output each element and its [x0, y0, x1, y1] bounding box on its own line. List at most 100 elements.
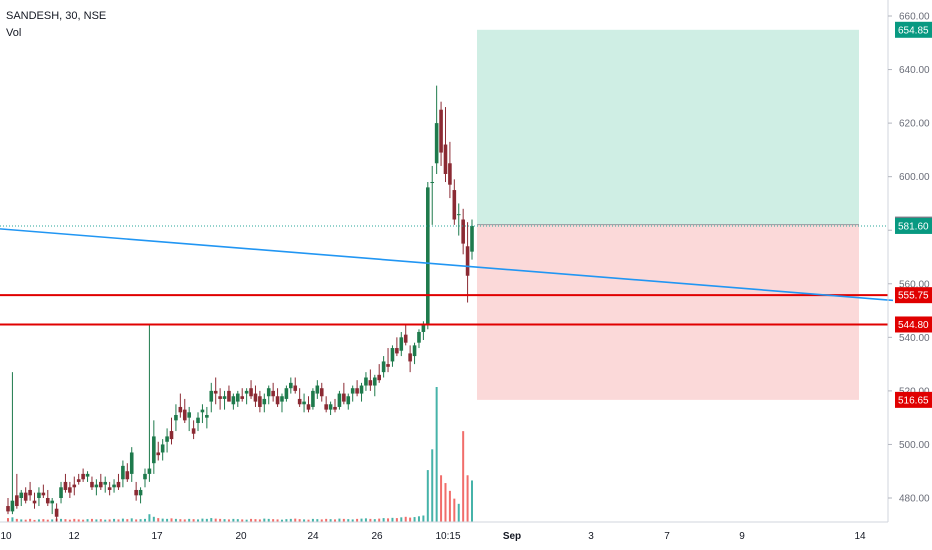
candle-body [156, 452, 161, 456]
volume-bar [409, 517, 412, 522]
volume-bar [232, 518, 235, 522]
price-badge [895, 217, 932, 234]
volume-legend[interactable]: Vol [6, 27, 22, 39]
candle-body [99, 481, 103, 488]
candle-body [275, 396, 280, 405]
volume-bar [68, 519, 71, 522]
candle-body [178, 406, 183, 413]
candle-body [359, 385, 364, 394]
candle-body [143, 473, 147, 480]
candle-body [23, 492, 28, 501]
candle-body [368, 380, 373, 386]
volume-bar [29, 518, 32, 522]
volume-bar [179, 519, 182, 522]
volume-bar [431, 449, 434, 522]
volume-bar [108, 519, 111, 522]
volume-bar [303, 519, 306, 522]
time-tick-label: 3 [588, 531, 594, 542]
candle-body [187, 412, 191, 418]
candle-body [461, 219, 465, 244]
time-tick-label: Sep [503, 531, 521, 542]
volume-bar [210, 518, 213, 522]
volume-bar [364, 518, 367, 522]
price-badge [895, 391, 932, 408]
price-tick-label: 600.00 [899, 172, 930, 183]
volume-bar [404, 516, 407, 522]
candle-body [452, 190, 457, 220]
candle-body [209, 390, 214, 402]
time-axis[interactable]: 10 12 17 20 24 26 10:15 Sep 3 7 9 14 [0, 521, 888, 542]
time-tick-label: 26 [371, 531, 383, 542]
volume-bar [166, 518, 169, 522]
volume-bar [77, 519, 80, 522]
candle-body [45, 498, 50, 504]
candle-body [107, 487, 112, 490]
volume-bar [316, 519, 319, 522]
volume-bar [143, 518, 146, 522]
volume-bar [219, 518, 222, 522]
candle-body [15, 495, 19, 507]
volume-bar [7, 518, 9, 522]
volume-bar [90, 518, 93, 522]
candle-body [244, 390, 249, 394]
candle-body [412, 345, 417, 357]
volume-bar [400, 517, 403, 522]
volume-bar [285, 519, 288, 522]
candle-body [421, 323, 426, 332]
candle-body [439, 109, 443, 153]
candle-body [293, 385, 298, 391]
volume-bar [82, 519, 85, 522]
candle-body [456, 214, 461, 216]
volume-bar [11, 517, 14, 522]
candle-body [249, 388, 253, 397]
volume-bar [130, 518, 133, 522]
candle-body [160, 444, 165, 453]
volume-bar [395, 518, 398, 522]
volume-bar [471, 480, 473, 522]
trend-line [0, 228, 894, 302]
price-axis[interactable]: 480.00500.00520.00540.00560.00580.00600.… [887, 0, 930, 522]
volume-bar [95, 519, 98, 522]
volume-bar [60, 518, 63, 522]
volume-bar [183, 519, 186, 522]
candle-body [152, 436, 156, 464]
price-badge [895, 287, 932, 304]
volume-bar [289, 518, 292, 522]
candle-body [174, 414, 178, 421]
candle-body [200, 409, 205, 413]
volume-bar [258, 519, 261, 522]
candle-body [306, 404, 311, 410]
candle-body [470, 225, 474, 252]
candle-body [262, 398, 267, 405]
candle-body [465, 246, 470, 276]
candle-body [240, 396, 245, 399]
candle-body [81, 473, 85, 480]
volume-bar [272, 519, 275, 522]
volume-bar [192, 519, 195, 522]
candle-body [19, 492, 24, 498]
candle-body [134, 489, 138, 496]
volume-bar [382, 518, 385, 522]
volume-bar [205, 518, 208, 522]
drawing-lines[interactable] [0, 225, 894, 326]
volume-bars [7, 387, 473, 522]
candle-body [289, 382, 293, 389]
volume-bar [391, 517, 394, 522]
volume-bar [320, 519, 323, 522]
time-tick-label: 17 [151, 531, 163, 542]
candle-body [182, 409, 187, 421]
volume-bar [325, 518, 328, 522]
volume-bar [263, 518, 266, 522]
volume-bar [161, 518, 164, 522]
candle-body [94, 484, 99, 488]
symbol-legend[interactable]: SANDESH, 30, NSE [6, 10, 107, 22]
volume-bar [214, 518, 217, 522]
candle-body [227, 390, 231, 402]
candle-body [395, 348, 399, 354]
volume-bar [267, 518, 270, 522]
volume-bar [152, 516, 155, 522]
candle-body [68, 487, 72, 493]
candle-body [41, 492, 46, 496]
position-zones[interactable] [477, 29, 859, 400]
